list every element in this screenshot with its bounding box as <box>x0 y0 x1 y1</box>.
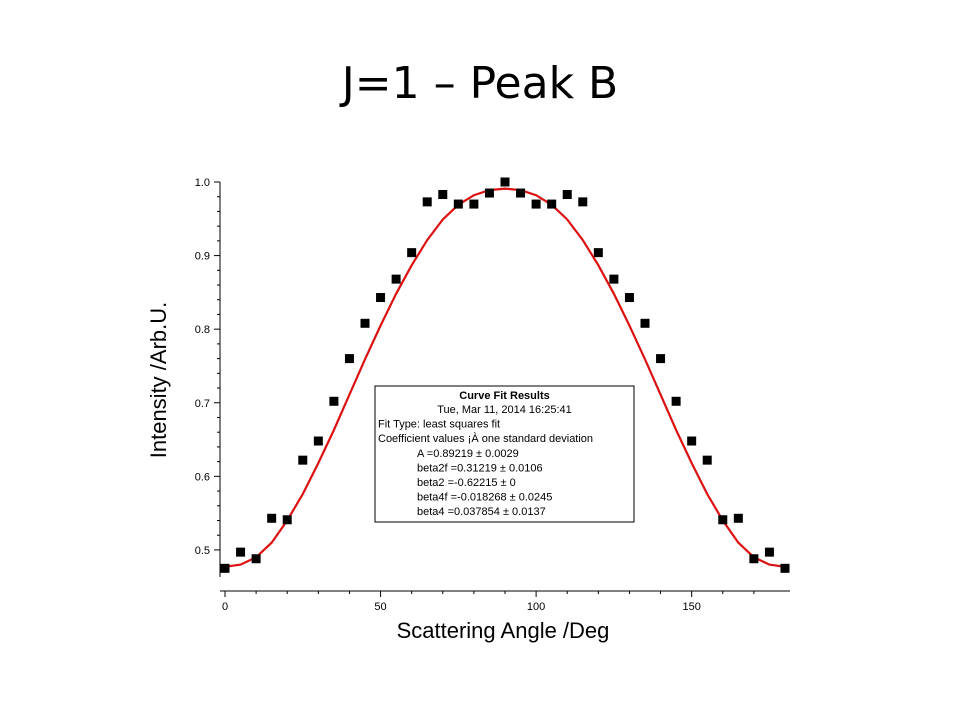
data-point <box>764 547 774 557</box>
slide-title: J=1 – Peak B <box>341 58 619 109</box>
data-point <box>531 199 541 209</box>
y-tick-label: 0.6 <box>195 471 210 483</box>
x-tick-label: 100 <box>527 601 545 613</box>
data-point <box>609 274 619 284</box>
data-point <box>624 293 634 303</box>
data-points-layer <box>220 177 790 573</box>
fit-results-line: beta2f =0.31219 ± 0.0106 <box>417 462 543 474</box>
data-point <box>593 248 603 258</box>
x-tick-label: 150 <box>682 601 700 613</box>
data-point <box>267 513 277 523</box>
fit-results-line: beta2 =-0.62215 ± 0 <box>417 477 516 489</box>
data-point <box>360 318 370 328</box>
fit-results-line: Tue, Mar 11, 2014 16:25:41 <box>437 404 572 416</box>
data-point <box>718 515 728 525</box>
y-tick-label: 1.0 <box>195 177 210 189</box>
y-axis-label: Intensity /Arb.U. <box>146 302 171 459</box>
data-point <box>702 455 712 465</box>
chart-axes: 0.5 0.6 0.7 0.8 0.9 1.0 0 50 100 150 <box>195 177 790 613</box>
fit-results-box: Curve Fit Results Tue, Mar 11, 2014 16:25… <box>374 385 635 523</box>
data-point <box>562 190 572 200</box>
data-point <box>780 563 790 573</box>
data-point <box>547 199 557 209</box>
fit-line-layer <box>224 187 786 568</box>
data-point <box>236 547 246 557</box>
data-point <box>453 199 463 209</box>
y-tick-label: 0.5 <box>195 545 210 557</box>
fit-results-line: beta4 =0.037854 ± 0.0137 <box>417 506 546 518</box>
fit-results-line: Coefficient values ¡À one standard devia… <box>378 432 593 445</box>
data-point <box>391 274 401 284</box>
data-point <box>282 515 292 525</box>
x-tick-label: 50 <box>374 601 386 613</box>
fit-results-line: beta4f =-0.018268 ± 0.0245 <box>417 492 552 504</box>
data-point <box>422 197 432 207</box>
data-point <box>469 199 479 209</box>
data-point <box>220 563 230 573</box>
data-point <box>656 354 666 364</box>
data-point <box>484 188 494 198</box>
data-point <box>438 190 448 200</box>
data-point <box>376 293 386 303</box>
data-point <box>749 554 759 564</box>
data-point <box>516 188 526 198</box>
data-point <box>313 436 323 446</box>
y-tick-label: 0.8 <box>195 324 210 336</box>
data-point <box>500 177 510 187</box>
data-point <box>733 513 743 523</box>
fit-curve-line <box>224 187 786 568</box>
x-tick-label: 0 <box>222 601 228 613</box>
data-point <box>640 318 650 328</box>
fit-results-border <box>374 385 635 523</box>
data-point <box>298 455 308 465</box>
fit-results-line: A =0.89219 ± 0.0029 <box>417 448 519 460</box>
data-point <box>344 354 354 364</box>
x-axis-label: Scattering Angle /Deg <box>397 618 610 643</box>
data-point <box>687 436 697 446</box>
y-tick-label: 0.7 <box>195 398 210 410</box>
data-point <box>251 554 261 564</box>
data-point <box>578 197 588 207</box>
fit-results-title: Curve Fit Results <box>459 390 549 402</box>
data-point <box>407 248 417 258</box>
data-point <box>671 396 681 406</box>
fit-results-line: Fit Type: least squares fit <box>378 419 500 431</box>
data-point <box>329 396 339 406</box>
y-tick-label: 0.9 <box>195 251 210 263</box>
